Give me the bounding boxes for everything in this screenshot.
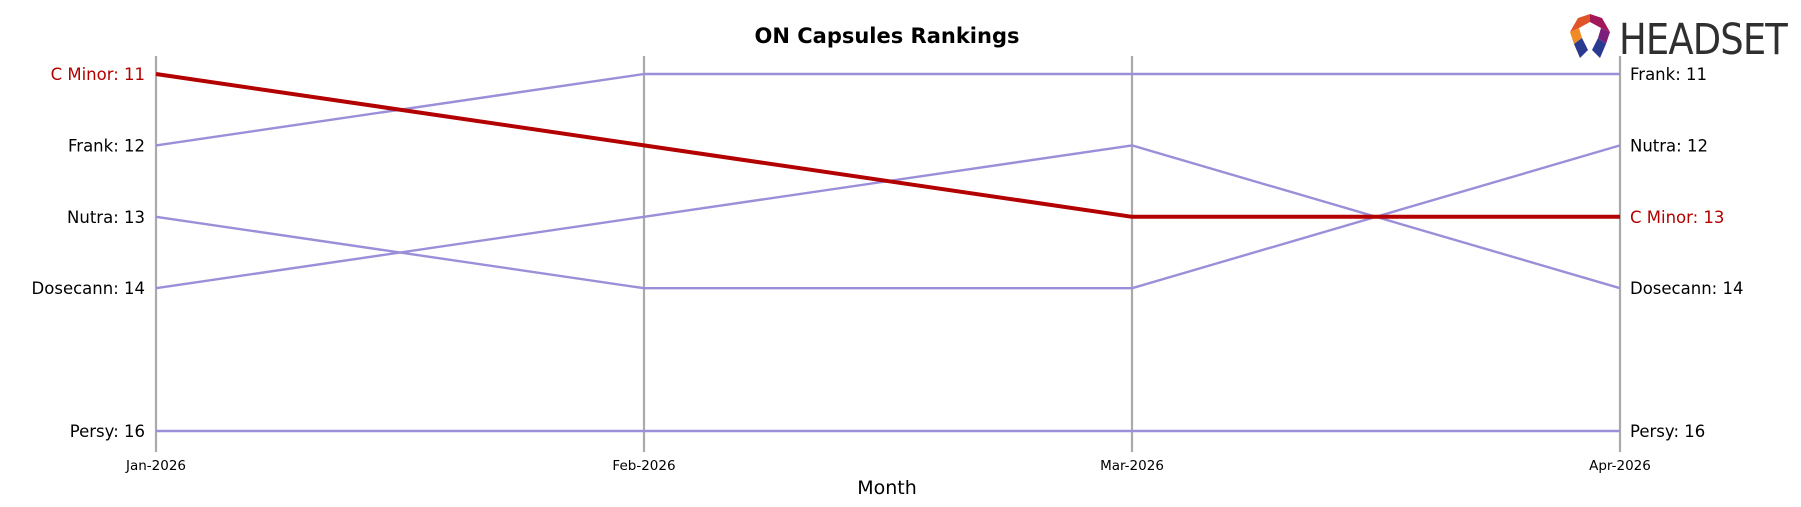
left-rank-label: Nutra: 13 (67, 208, 145, 227)
left-rank-labels: C Minor: 11 Frank: 12 Nutra: 13 Dosecann: 1… (32, 65, 145, 441)
series-lines (155, 72, 1621, 433)
right-rank-labels: Frank: 11 Nutra: 12 C Minor: 13 Dosecann: 1… (1630, 65, 1743, 441)
series-line-frank (155, 72, 1620, 147)
right-rank-label: Nutra: 12 (1630, 136, 1708, 155)
headset-logo: HEADSET (1570, 14, 1789, 65)
x-tick-label: Jan-2026 (125, 458, 186, 474)
left-rank-label: Persy: 16 (70, 422, 145, 441)
logo-text: HEADSET (1619, 15, 1788, 65)
x-tick-label: Mar-2026 (1100, 458, 1164, 474)
right-rank-label: Dosecann: 14 (1630, 279, 1743, 298)
x-tick-label: Apr-2026 (1589, 458, 1651, 474)
left-rank-label: Frank: 12 (68, 136, 145, 155)
series-line-c-minor (155, 72, 1620, 219)
x-tick-labels: Jan-2026 Feb-2026 Mar-2026 Apr-2026 (125, 458, 1651, 474)
chart-title: ON Capsules Rankings (755, 24, 1020, 48)
month-gridlines (154, 56, 1622, 452)
right-rank-label: C Minor: 13 (1630, 208, 1724, 227)
x-tick-label: Feb-2026 (612, 458, 675, 474)
right-rank-label: Persy: 16 (1630, 422, 1705, 441)
x-axis-label: Month (857, 477, 917, 499)
right-rank-label: Frank: 11 (1630, 65, 1707, 84)
left-rank-label: C Minor: 11 (51, 65, 145, 84)
headset-logo-icon (1570, 14, 1610, 58)
left-rank-label: Dosecann: 14 (32, 279, 145, 298)
